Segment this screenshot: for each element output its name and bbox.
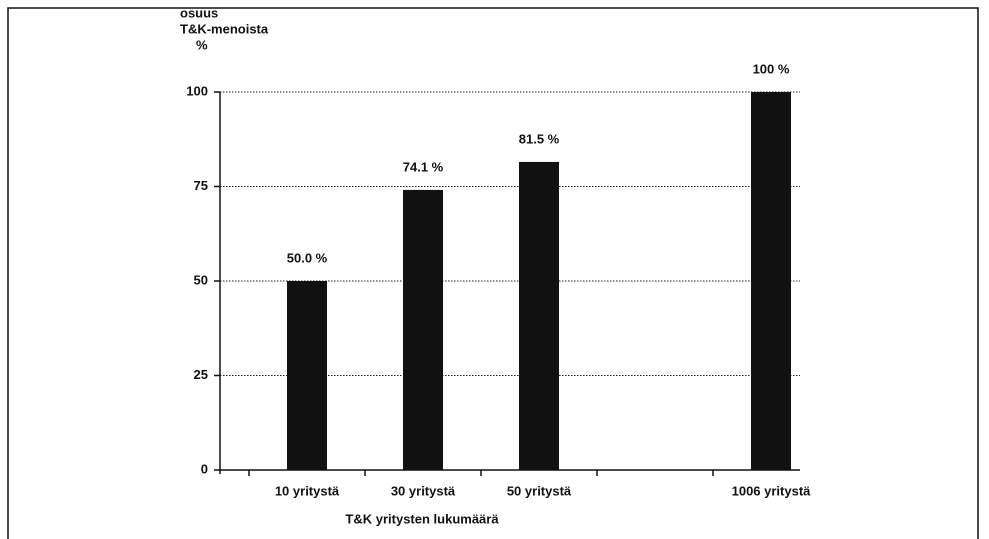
y-tick-label: 0	[201, 461, 208, 476]
bar	[403, 189, 443, 471]
y-tick-label: 75	[194, 178, 208, 193]
y-tick-label: 100	[186, 83, 208, 98]
bar	[287, 281, 327, 470]
value-label: 74.1 %	[403, 159, 444, 174]
y-axis-label: %	[196, 37, 208, 52]
bar	[751, 92, 791, 470]
value-label: 100 %	[753, 61, 790, 76]
x-tick-label: 10 yritystä	[275, 483, 340, 498]
x-axis-label: T&K yritysten lukumäärä	[345, 511, 499, 526]
frame	[7, 7, 979, 539]
x-tick-label: 1006 yritystä	[732, 483, 812, 498]
y-axis-label: osuus	[180, 5, 218, 20]
bar	[519, 161, 559, 470]
x-tick-label: 50 yritystä	[507, 483, 572, 498]
value-label: 81.5 %	[519, 131, 560, 146]
value-label: 50.0 %	[287, 250, 328, 265]
x-tick-label: 30 yritystä	[391, 483, 456, 498]
y-axis-label: T&K-menoista	[180, 21, 269, 36]
y-tick-label: 50	[194, 272, 208, 287]
y-tick-label: 25	[194, 367, 208, 382]
